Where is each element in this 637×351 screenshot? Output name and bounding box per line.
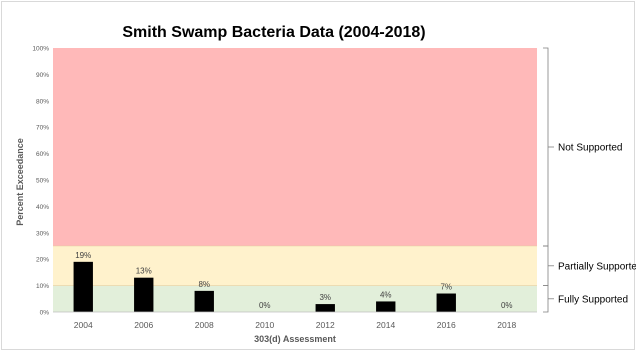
- bar-2012: [315, 304, 335, 312]
- data-label-2008: 8%: [198, 280, 210, 289]
- bar-2016: [436, 293, 456, 312]
- y-tick-label: 70%: [36, 125, 49, 132]
- x-axis-label: 303(d) Assessment: [254, 334, 336, 344]
- x-axis-ticks: 2004 2006 2008 2010 2012 2014 2016 2018: [53, 311, 537, 330]
- x-tick-label-2016: 2016: [437, 320, 456, 330]
- bracket-2: [543, 245, 549, 286]
- y-tick-label: 30%: [36, 230, 49, 237]
- y-tick-label: 20%: [36, 257, 49, 264]
- x-tick-label-2014: 2014: [376, 320, 395, 330]
- zone-label-3: Not Supported: [558, 143, 623, 154]
- x-tick-label-2010: 2010: [255, 320, 274, 330]
- x-tick-label-2018: 2018: [497, 320, 516, 330]
- y-tick-label: 40%: [36, 204, 49, 211]
- y-tick-label: 0%: [40, 310, 50, 317]
- zone-band-1: [53, 285, 537, 312]
- y-tick-label: 60%: [36, 151, 49, 158]
- x-tick-label-2006: 2006: [134, 320, 153, 330]
- bar-2004: [73, 261, 93, 312]
- bracket-3: [543, 47, 549, 247]
- data-labels: 19% 13% 8% 0% 3% 4% 7% 0%: [75, 251, 512, 310]
- data-label-2006: 13%: [136, 267, 152, 276]
- zone-band-3: [53, 48, 537, 246]
- chart-title: Smith Swamp Bacteria Data (2004-2018): [122, 24, 425, 41]
- x-tick-label-2008: 2008: [195, 320, 214, 330]
- data-label-2016: 7%: [440, 283, 452, 292]
- y-tick-label: 80%: [36, 98, 49, 105]
- x-tick-label-2004: 2004: [74, 320, 93, 330]
- data-label-2014: 4%: [380, 290, 392, 299]
- data-label-2010: 0%: [259, 301, 271, 310]
- data-label-2012: 3%: [319, 293, 331, 302]
- zone-label-2: Partially Supporte: [558, 261, 636, 272]
- zone-brackets: Fully Supported Partially Supporte Not Sup…: [543, 47, 636, 313]
- bar-2014: [376, 301, 396, 312]
- bar-2008: [194, 290, 214, 312]
- x-tick-label-2012: 2012: [316, 320, 335, 330]
- support-zones: [53, 48, 537, 312]
- data-label-2004: 19%: [75, 251, 91, 260]
- zone-label-1: Fully Supported: [558, 294, 628, 305]
- data-label-2018: 0%: [501, 301, 513, 310]
- bar-series: [73, 261, 456, 312]
- y-tick-label: 10%: [36, 283, 49, 290]
- y-tick-label: 90%: [36, 72, 49, 79]
- bar-2006: [134, 277, 154, 312]
- y-axis-label: Percent Exceedance: [15, 138, 25, 226]
- zone-band-2: [53, 246, 537, 286]
- y-tick-label: 100%: [32, 46, 49, 53]
- bracket-1: [543, 285, 549, 313]
- y-axis-ticks: 0% 10% 20% 30% 40% 50% 60% 70% 80% 90% 100%: [32, 46, 49, 317]
- y-tick-label: 50%: [36, 178, 49, 185]
